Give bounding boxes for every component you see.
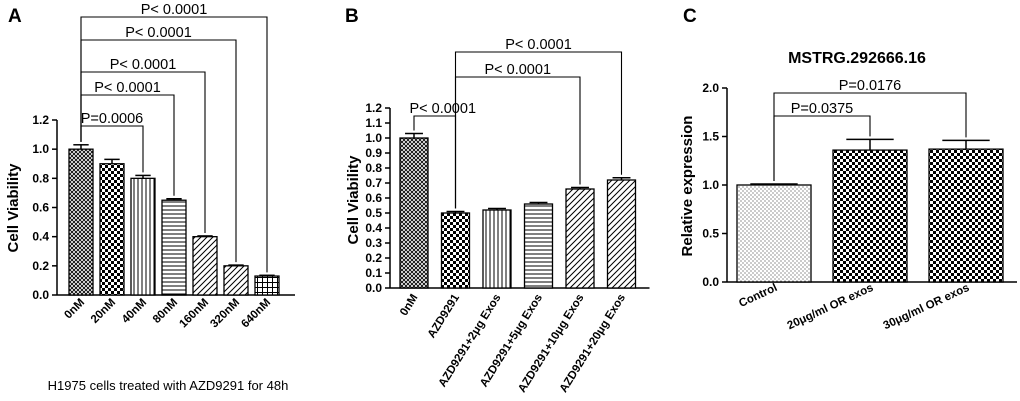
panel-a-x-axis-label: H1975 cells treated with AZD9291 for 48h [48,378,289,393]
x-tick-label: 80nM [151,297,180,326]
p-value-label: P< 0.0001 [141,2,208,18]
panel-c-chart: 0.0 0.5 1.0 1.5 2.0 Control 20μg/ml OR exos 30μ… [702,78,1017,332]
y-tick-label: 0.1 [365,266,382,280]
panel-c-y-axis-label: Relative expression [679,116,696,257]
y-tick-label: 0.2 [32,259,49,273]
x-tick-label: 0nM [398,292,420,318]
significance-bracket [80,16,268,273]
y-tick-label: 2.0 [702,81,719,95]
bar [565,188,595,289]
y-tick-label: 1.2 [365,101,382,115]
panel-b-y-axis-label: Cell Viability [345,155,362,245]
y-tick-label: 0.5 [365,206,382,220]
panel-c-title: MSTRG.292666.16 [788,50,926,67]
significance-bracket [454,76,581,209]
x-tick-label: 20μg/ml OR exos [786,282,876,332]
y-tick-label: 0.4 [365,221,382,235]
bar [399,137,429,289]
x-tick-label: 0nM [62,297,87,322]
y-tick-label: 1.2 [32,113,49,127]
y-tick-label: 1.0 [702,178,719,192]
bar [99,163,125,296]
y-tick-label: 0.0 [32,288,49,302]
panel-a-chart: 0.0 0.2 0.4 0.6 0.8 1.0 1.2 0nM 20nM 40nM 80nM160n… [32,2,295,330]
x-tick-label: 20nM [89,297,118,326]
p-value-label: P=0.0006 [81,111,144,127]
x-tick-label: Control [737,282,779,310]
y-tick-label: 0.9 [365,146,382,160]
p-value-label: P=0.0176 [839,78,902,94]
bar [161,199,187,296]
panel-label-b: B [345,6,359,27]
significance-bracket [454,51,623,209]
bar [832,149,908,283]
y-tick-label: 0.6 [32,201,49,215]
bar [482,209,512,289]
panel-b-chart: 0.00.10.20.30.40.50.60.70.80.91.01.11.2 0… [365,37,650,395]
p-value-label: P< 0.0001 [484,62,551,78]
y-tick-label: 0.2 [365,251,382,265]
bar [928,148,1004,283]
y-tick-label: 0.4 [32,230,49,244]
bar [606,179,637,289]
significance-bracket [773,92,967,182]
bar [440,212,471,289]
p-value-label: P< 0.0001 [110,57,177,73]
y-tick-label: 1.0 [365,131,382,145]
p-value-label: P=0.0375 [791,101,854,117]
y-tick-label: 0.8 [365,161,382,175]
x-tick-label: 320nM [208,297,242,331]
y-tick-label: 0.7 [365,176,382,190]
x-tick-label: 160nM [177,297,211,331]
y-tick-label: 0.0 [365,281,382,295]
bar [523,203,554,289]
y-tick-label: 0.0 [702,275,719,289]
panel-label-c: C [683,6,697,27]
p-value-label: P< 0.0001 [94,80,161,96]
panel-a-y-axis-label: Cell Viability [5,163,22,253]
y-tick-label: 0.3 [365,236,382,250]
bar [192,236,218,296]
y-tick-label: 0.8 [32,171,49,185]
x-tick-label: 40nM [120,297,149,326]
bar [736,184,812,283]
x-tick-label: AZD9291 [426,292,463,341]
x-tick-label: 640nM [239,297,273,331]
y-tick-label: 0.5 [702,227,719,241]
bar [130,177,156,296]
panel-label-a: A [8,6,22,27]
y-tick-label: 0.6 [365,191,382,205]
x-tick-label: 30μg/ml OR exos [882,282,972,332]
y-tick-label: 1.0 [32,142,49,156]
p-value-label: P< 0.0001 [505,37,572,53]
y-tick-label: 1.1 [365,116,382,130]
bar [254,275,280,296]
p-value-label: P< 0.0001 [125,25,192,41]
p-value-label: P< 0.0001 [409,101,476,117]
y-tick-label: 1.5 [702,130,719,144]
bar [223,265,249,296]
bar [68,148,94,296]
